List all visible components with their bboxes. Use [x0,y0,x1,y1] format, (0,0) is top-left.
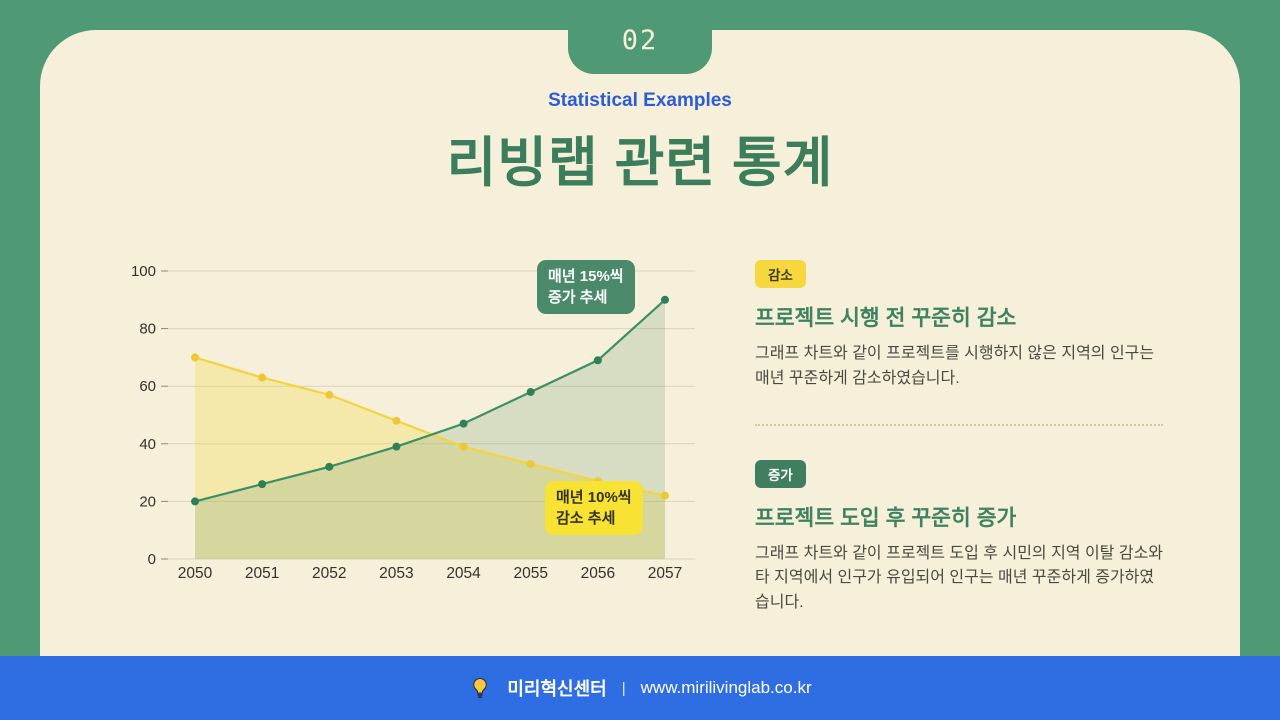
svg-text:2050: 2050 [178,565,213,582]
svg-text:40: 40 [139,436,156,453]
svg-text:0: 0 [148,551,156,568]
footer-url: www.mirilivinglab.co.kr [640,678,812,697]
annotation-increase-line2: 증가 추세 [548,289,608,306]
annotation-increase-line1: 매년 15%씩 [548,268,624,285]
svg-text:2054: 2054 [446,565,481,582]
section-increase: 증가 프로젝트 도입 후 꾸준히 증가 그래프 차트와 같이 프로젝트 도입 후… [755,459,1165,616]
annotation-increase: 매년 15%씩 증가 추세 [537,260,635,314]
footer-bar: 미리혁신센터 | www.mirilivinglab.co.kr [0,656,1280,720]
page-title: 리빙랩 관련 통계 [446,133,834,193]
text-column: 감소 프로젝트 시행 전 꾸준히 감소 그래프 차트와 같이 프로젝트를 시행하… [755,260,1165,616]
decrease-badge: 감소 [755,260,806,288]
section-decrease: 감소 프로젝트 시행 전 꾸준히 감소 그래프 차트와 같이 프로젝트를 시행하… [755,260,1165,392]
dotted-divider [755,423,1163,426]
slide-subtitle: Statistical Examples [548,90,732,111]
annotation-decrease: 매년 10%씩 감소 추세 [545,481,643,535]
svg-text:2055: 2055 [513,565,547,582]
annotation-decrease-line2: 감소 추세 [556,510,616,527]
slide-number-tab: 02 [568,0,712,74]
svg-text:60: 60 [139,378,156,395]
slide-number: 02 [621,24,659,56]
lightbulb-icon [468,676,492,700]
svg-text:2053: 2053 [379,565,413,582]
svg-text:2052: 2052 [312,565,346,582]
decrease-heading: 프로젝트 시행 전 꾸준히 감소 [755,306,1017,330]
footer-brand: 미리혁신센터 [507,679,607,699]
increase-body: 그래프 차트와 같이 프로젝트 도입 후 시민의 지역 이탈 감소와 타 지역에… [755,544,1164,612]
content-card [40,30,1240,656]
annotation-decrease-line1: 매년 10%씩 [556,489,632,506]
svg-text:2051: 2051 [245,565,279,582]
population-line-chart: 0 20 40 60 80 100 2050 2051 2052 2053 2054 2055 2056… [120,256,700,586]
footer-separator: | [621,679,626,697]
increase-badge: 증가 [755,459,806,488]
svg-text:2056: 2056 [581,565,615,582]
svg-text:80: 80 [139,321,156,338]
svg-text:2057: 2057 [648,565,682,582]
svg-text:20: 20 [139,493,156,510]
increase-heading: 프로젝트 도입 후 꾸준히 증가 [755,505,1017,530]
svg-text:100: 100 [131,263,156,280]
decrease-body: 그래프 차트와 같이 프로젝트를 시행하지 않은 지역의 인구는 매년 꾸준하게… [755,345,1155,387]
